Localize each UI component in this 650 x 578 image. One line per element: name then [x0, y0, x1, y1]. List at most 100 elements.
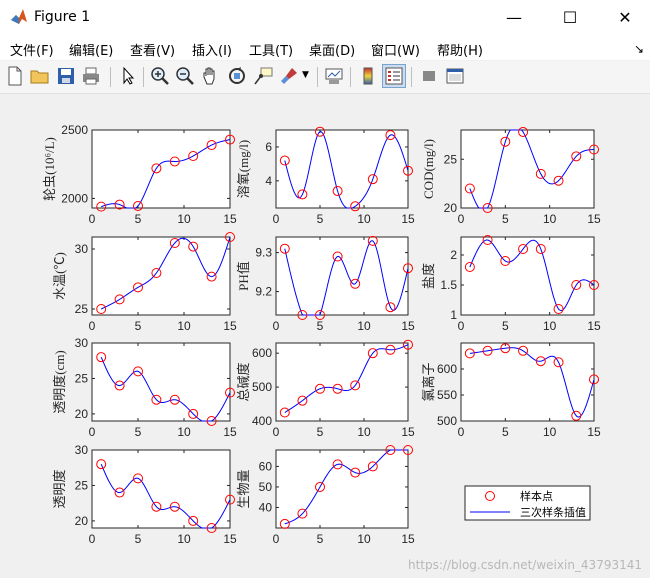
x-tick-label: 10 — [543, 425, 557, 439]
subplot-7[interactable]: 0 5 10 15 20 25 30 透明度(cm) — [52, 336, 237, 439]
legend-icon[interactable] — [382, 64, 406, 88]
sample-point — [96, 304, 107, 314]
y-axis-label: 总碱度 — [236, 362, 251, 401]
new-figure-icon[interactable] — [4, 65, 26, 87]
brush-icon[interactable] — [278, 65, 300, 87]
y-tick-label: 2500 — [61, 123, 88, 137]
sample-point — [206, 416, 217, 426]
sample-point — [151, 268, 162, 278]
menu-edit[interactable]: 编辑(E) — [69, 44, 114, 59]
sample-point — [151, 163, 162, 174]
sample-point — [114, 294, 125, 305]
zoom-out-icon[interactable] — [174, 65, 196, 87]
x-tick-label: 15 — [223, 532, 237, 546]
sample-point — [96, 352, 107, 363]
y-axis-label: 氯离子 — [421, 362, 436, 401]
y-tick-label: 25 — [75, 371, 89, 385]
sample-point — [114, 487, 125, 498]
close-button[interactable]: ✕ — [618, 7, 632, 27]
subplot-4[interactable]: 0 5 10 15 25 30 水温(℃) — [52, 232, 237, 334]
subplot-10[interactable]: 0 5 10 15 20 25 30 透明度 — [52, 443, 237, 546]
sample-point — [188, 241, 199, 252]
pointer-icon[interactable] — [117, 65, 139, 87]
subplot-5[interactable]: 0 5 10 15 9.2 9.3 PH值 — [236, 235, 415, 333]
spline-line — [469, 347, 595, 418]
y-axis-label: 轮虫(10⁶/L) — [42, 137, 57, 201]
link-plot-icon[interactable] — [323, 65, 345, 87]
show-plot-tools-icon[interactable] — [444, 65, 466, 87]
subplot-11[interactable]: 0 5 10 15 40 50 60 生物量 — [236, 445, 415, 547]
menu-tools[interactable]: 工具(T) — [249, 44, 294, 59]
zoom-in-icon[interactable] — [149, 65, 171, 87]
spline-line — [284, 240, 409, 316]
minimize-button[interactable]: — — [506, 7, 522, 27]
sample-point — [169, 238, 180, 248]
x-tick-label: 5 — [502, 212, 509, 226]
x-tick-label: 10 — [543, 319, 557, 333]
x-tick-label: 5 — [317, 319, 324, 333]
x-tick-label: 10 — [357, 319, 371, 333]
subplot-1[interactable]: 0 5 10 15 2000 2500 轮虫(10⁶/L) — [42, 123, 237, 226]
x-tick-label: 10 — [177, 425, 191, 439]
sample-point — [315, 383, 325, 394]
sample-point — [315, 310, 325, 320]
maximize-button[interactable]: ☐ — [562, 7, 578, 27]
y-tick-label: 2000 — [61, 191, 88, 205]
pan-icon[interactable] — [200, 65, 222, 87]
sample-point — [151, 394, 162, 405]
matlab-logo-icon — [11, 9, 27, 24]
menu-view[interactable]: 查看(V) — [130, 44, 176, 59]
sample-point — [535, 244, 546, 254]
legend-label-spline: 三次样条插值 — [520, 505, 586, 519]
sample-point — [500, 136, 511, 147]
menu-overflow-icon[interactable]: ↘ — [633, 42, 644, 56]
sample-point — [385, 344, 396, 355]
spline-line — [284, 344, 409, 413]
y-axis-label: 透明度 — [52, 469, 67, 508]
sample-point — [350, 278, 361, 289]
rotate-3d-icon[interactable] — [226, 65, 248, 87]
brush-dropdown-icon[interactable]: ▼ — [302, 70, 309, 80]
sample-point — [464, 262, 475, 272]
sample-point — [133, 366, 143, 377]
sample-point — [279, 243, 290, 254]
sample-point — [403, 263, 413, 274]
subplot-2[interactable]: 0 5 10 15 4 6 溶氧(mg/l) — [236, 126, 415, 226]
axes-box — [275, 129, 409, 209]
sample-point — [518, 244, 529, 254]
subplot-6[interactable]: 0 5 10 15 1 1.5 2 盐度 — [421, 235, 601, 334]
axes-box — [275, 449, 409, 529]
sample-point — [332, 383, 343, 394]
subplot-3[interactable]: 0 5 10 15 20 25 COD(mg/l) — [421, 126, 601, 226]
sample-point — [188, 515, 199, 526]
print-icon[interactable] — [80, 65, 102, 87]
menu-help[interactable]: 帮助(H) — [437, 44, 483, 59]
open-file-icon[interactable] — [29, 65, 51, 87]
colorbar-icon[interactable] — [357, 65, 379, 87]
sample-point — [169, 501, 180, 512]
save-icon[interactable] — [55, 65, 77, 87]
menu-desktop[interactable]: 桌面(D) — [309, 44, 356, 59]
y-tick-label: 500 — [252, 380, 272, 394]
toolbar: ▼ — [0, 61, 650, 94]
y-tick-label: 600 — [437, 362, 457, 376]
menu-file[interactable]: 文件(F) — [10, 44, 54, 59]
x-tick-label: 5 — [502, 425, 509, 439]
x-tick-label: 10 — [357, 212, 371, 226]
sample-point — [589, 280, 599, 290]
hide-plot-tools-icon[interactable] — [418, 65, 440, 87]
sample-point — [367, 348, 378, 359]
x-tick-label: 15 — [223, 319, 237, 333]
sample-point — [535, 168, 546, 179]
sample-point — [403, 339, 413, 350]
x-tick-label: 10 — [543, 212, 557, 226]
y-tick-label: 6 — [265, 140, 272, 154]
x-tick-label: 0 — [273, 532, 280, 546]
menu-window[interactable]: 窗口(W) — [371, 44, 420, 59]
x-tick-label: 10 — [177, 212, 191, 226]
menu-insert[interactable]: 插入(I) — [192, 44, 232, 59]
data-cursor-icon[interactable] — [252, 65, 274, 87]
